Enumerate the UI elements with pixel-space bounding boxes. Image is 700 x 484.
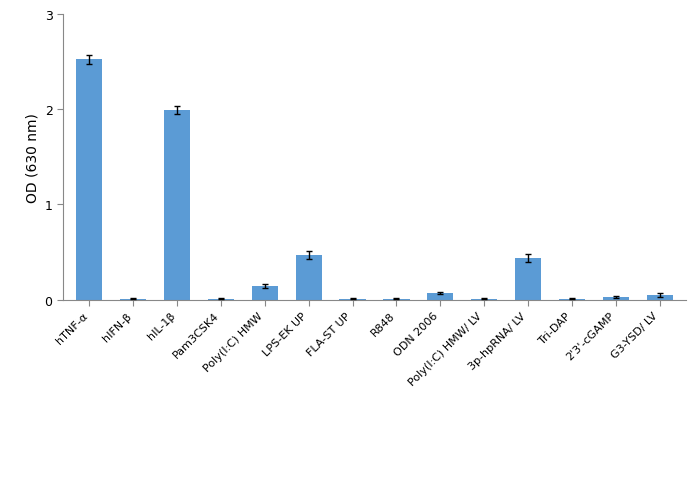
Bar	[295, 256, 322, 300]
Y-axis label: OD (630 nm): OD (630 nm)	[25, 112, 39, 202]
Bar	[76, 60, 102, 300]
Bar	[208, 299, 234, 300]
Bar	[340, 299, 365, 300]
Bar	[427, 293, 454, 300]
Bar	[647, 295, 673, 300]
Bar	[384, 299, 409, 300]
Bar	[252, 287, 278, 300]
Bar	[120, 299, 146, 300]
Bar	[559, 299, 585, 300]
Bar	[603, 297, 629, 300]
Bar	[471, 299, 497, 300]
Bar	[164, 111, 190, 300]
Bar	[515, 258, 541, 300]
